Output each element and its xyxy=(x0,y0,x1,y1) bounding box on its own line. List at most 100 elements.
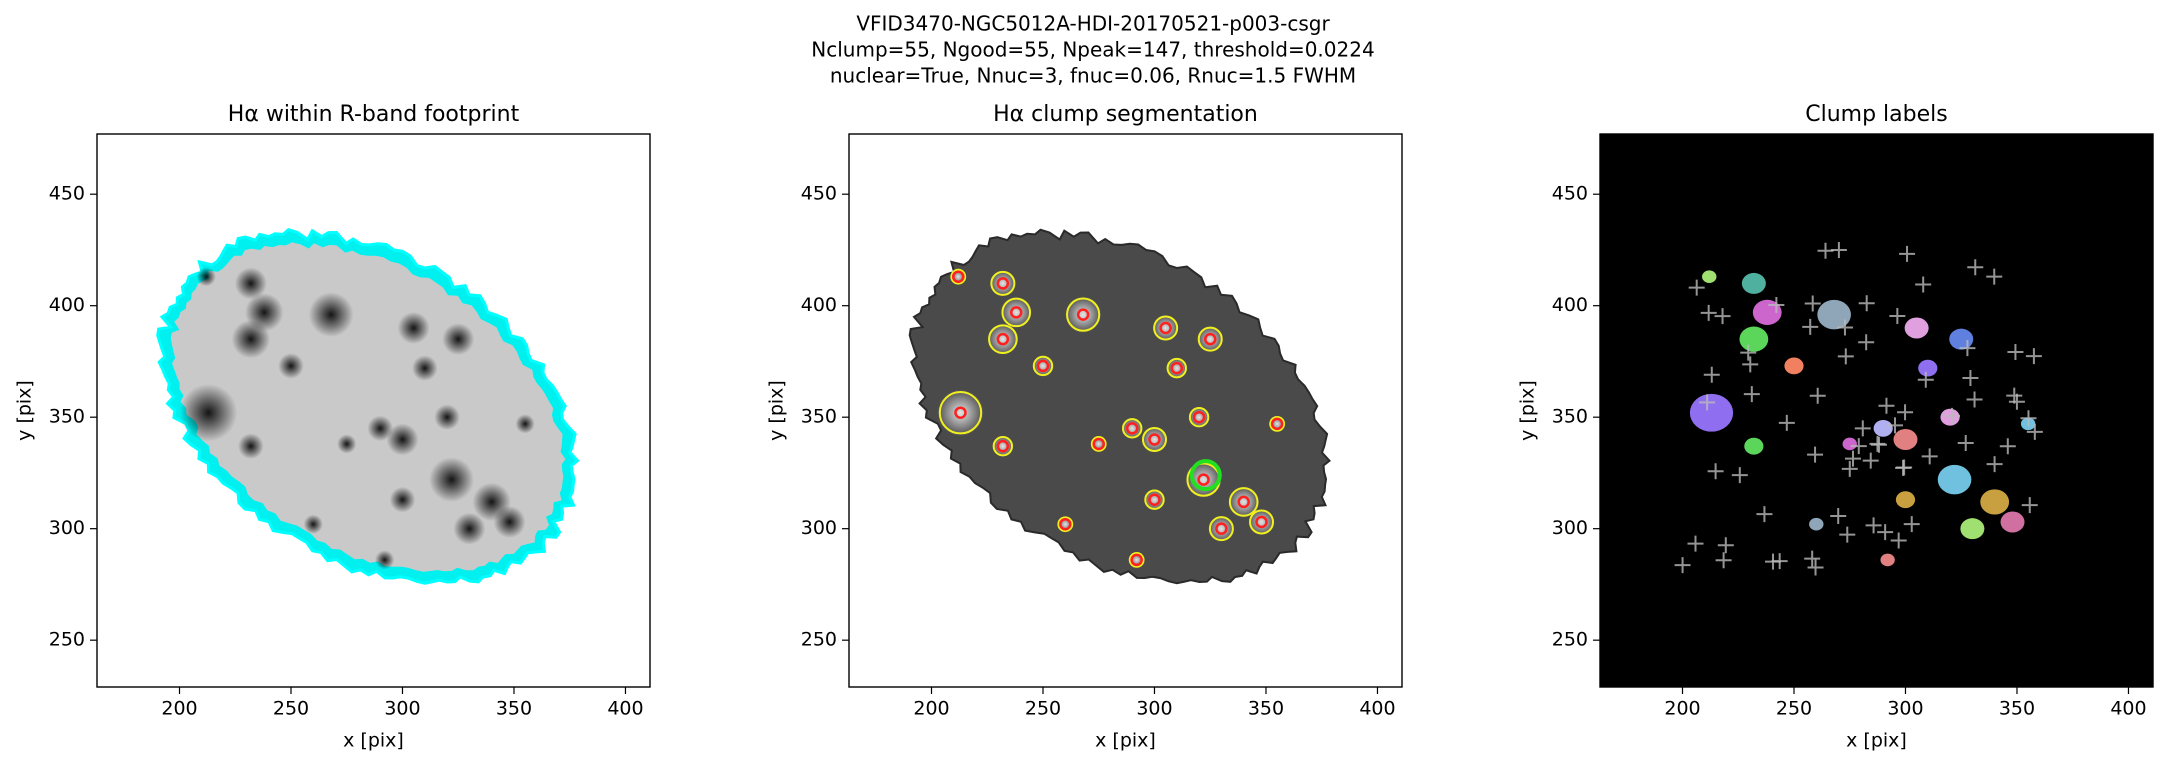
peak-cross xyxy=(1740,344,1757,361)
emission-blob xyxy=(987,323,1019,355)
peak-cross xyxy=(1717,537,1734,554)
peak-cross xyxy=(1742,356,1759,373)
clump-contour xyxy=(1141,426,1167,452)
peak-marker xyxy=(1148,493,1161,506)
y-tick-label: 400 xyxy=(1552,294,1588,316)
peak-marker xyxy=(1255,515,1268,529)
clump-contour xyxy=(938,391,983,435)
emission-blob xyxy=(1121,417,1143,439)
peak-cross xyxy=(1844,450,1861,467)
x-tick-label: 200 xyxy=(161,698,197,720)
peak-cross xyxy=(1756,506,1773,523)
emission-blob xyxy=(1188,406,1210,428)
image xyxy=(97,134,650,687)
peak-cross xyxy=(1850,438,1867,455)
clump-label xyxy=(1739,326,1769,352)
peak-cross xyxy=(1895,459,1912,476)
nucleus-marker xyxy=(1189,459,1222,492)
y-tick-label: 350 xyxy=(1552,406,1588,428)
peak-marker xyxy=(1036,359,1050,373)
x-tick-label: 200 xyxy=(913,698,949,720)
peak-cross xyxy=(1915,276,1932,293)
emission-blob xyxy=(515,414,535,434)
suptitle-line: nuclear=True, Nnuc=3, fnuc=0.06, Rnuc=1.… xyxy=(830,64,1356,88)
clump-label xyxy=(1817,299,1851,330)
peak-cross xyxy=(1687,535,1704,552)
peak-marker xyxy=(1125,422,1139,435)
peak-cross xyxy=(1877,524,1894,541)
emission-blob xyxy=(429,457,474,503)
peak-marker xyxy=(1159,321,1172,335)
x-tick-label: 300 xyxy=(384,698,420,720)
y-tick-label: 300 xyxy=(1552,517,1588,539)
x-tick-label: 400 xyxy=(607,698,643,720)
panel: 200 250 300 350 400 250 300 350 400 450 Hα within … xyxy=(14,102,651,752)
peak-cross xyxy=(1707,463,1724,480)
emission-blob xyxy=(337,434,357,454)
peak-marker xyxy=(996,277,1010,290)
peak-cross xyxy=(2026,423,2043,440)
y-tick-label: 300 xyxy=(801,517,837,539)
peak-marker xyxy=(954,406,967,419)
clump-label xyxy=(1752,299,1782,325)
panel: 200 250 300 350 400 250 300 350 400 450 Clump labe… xyxy=(1517,102,2154,752)
peak-cross xyxy=(1858,295,1875,312)
x-tick-label: 350 xyxy=(1248,698,1284,720)
peak-marker xyxy=(952,270,965,283)
clump-contour xyxy=(1269,415,1286,432)
clump-contour xyxy=(1121,418,1143,439)
clump-contour xyxy=(1228,487,1259,517)
peak-cross xyxy=(1807,446,1824,463)
peak-cross xyxy=(1999,438,2016,455)
x-tick-label: 200 xyxy=(1664,698,1700,720)
y-tick-label: 350 xyxy=(49,406,85,428)
clump-contour xyxy=(1166,357,1187,379)
emission-blob xyxy=(1000,296,1032,328)
peak-cross xyxy=(1731,467,1748,484)
x-tick-label: 250 xyxy=(273,698,309,720)
clump-label xyxy=(1940,408,1960,426)
clump-label xyxy=(1937,464,1972,495)
emission-blob xyxy=(1166,357,1188,379)
emission-blob xyxy=(386,423,419,456)
y-tick-label: 450 xyxy=(801,183,837,205)
peak-cross xyxy=(1944,407,1961,424)
y-axis-label: y [pix] xyxy=(766,380,788,441)
x-tick-label: 400 xyxy=(1359,698,1395,720)
clump-label xyxy=(1960,518,1985,540)
clump-contour xyxy=(1057,516,1074,533)
clump-label xyxy=(1893,428,1918,450)
peak-cross xyxy=(2020,410,2037,427)
emission-blob xyxy=(179,383,238,442)
clump-contour xyxy=(1066,297,1101,332)
x-tick-label: 300 xyxy=(1136,698,1172,720)
clump-contour xyxy=(1208,516,1234,542)
peak-cross xyxy=(1854,420,1871,437)
x-tick-label: 250 xyxy=(1025,698,1061,720)
peak-marker xyxy=(1197,473,1210,486)
background xyxy=(1600,134,2153,687)
emission-blob xyxy=(1064,296,1102,333)
clump-label xyxy=(1873,419,1893,437)
image xyxy=(1600,134,2153,687)
peak-cross xyxy=(1967,259,1984,276)
peak-cross xyxy=(1807,559,1824,576)
emission-blob xyxy=(1152,314,1179,341)
y-axis-label: y [pix] xyxy=(14,380,36,441)
peak-marker xyxy=(1203,332,1217,346)
peak-marker xyxy=(996,332,1010,346)
emission-blob xyxy=(1141,426,1168,453)
peak-cross xyxy=(1962,369,1979,386)
peak-cross xyxy=(1804,295,1821,312)
peak-cross xyxy=(1802,318,1819,335)
axes-frame xyxy=(1599,133,2154,688)
clump-label xyxy=(1744,437,1764,455)
emission-blob xyxy=(367,415,393,442)
peak-cross xyxy=(1700,304,1717,321)
emission-blob xyxy=(389,486,416,513)
peak-cross xyxy=(2006,387,2023,404)
emission-blob xyxy=(397,311,430,344)
panel: 200 250 300 350 400 250 300 350 400 450 Hα clump s… xyxy=(766,102,1403,752)
peak-cross xyxy=(1804,550,1821,567)
x-tick-label: 350 xyxy=(496,698,532,720)
